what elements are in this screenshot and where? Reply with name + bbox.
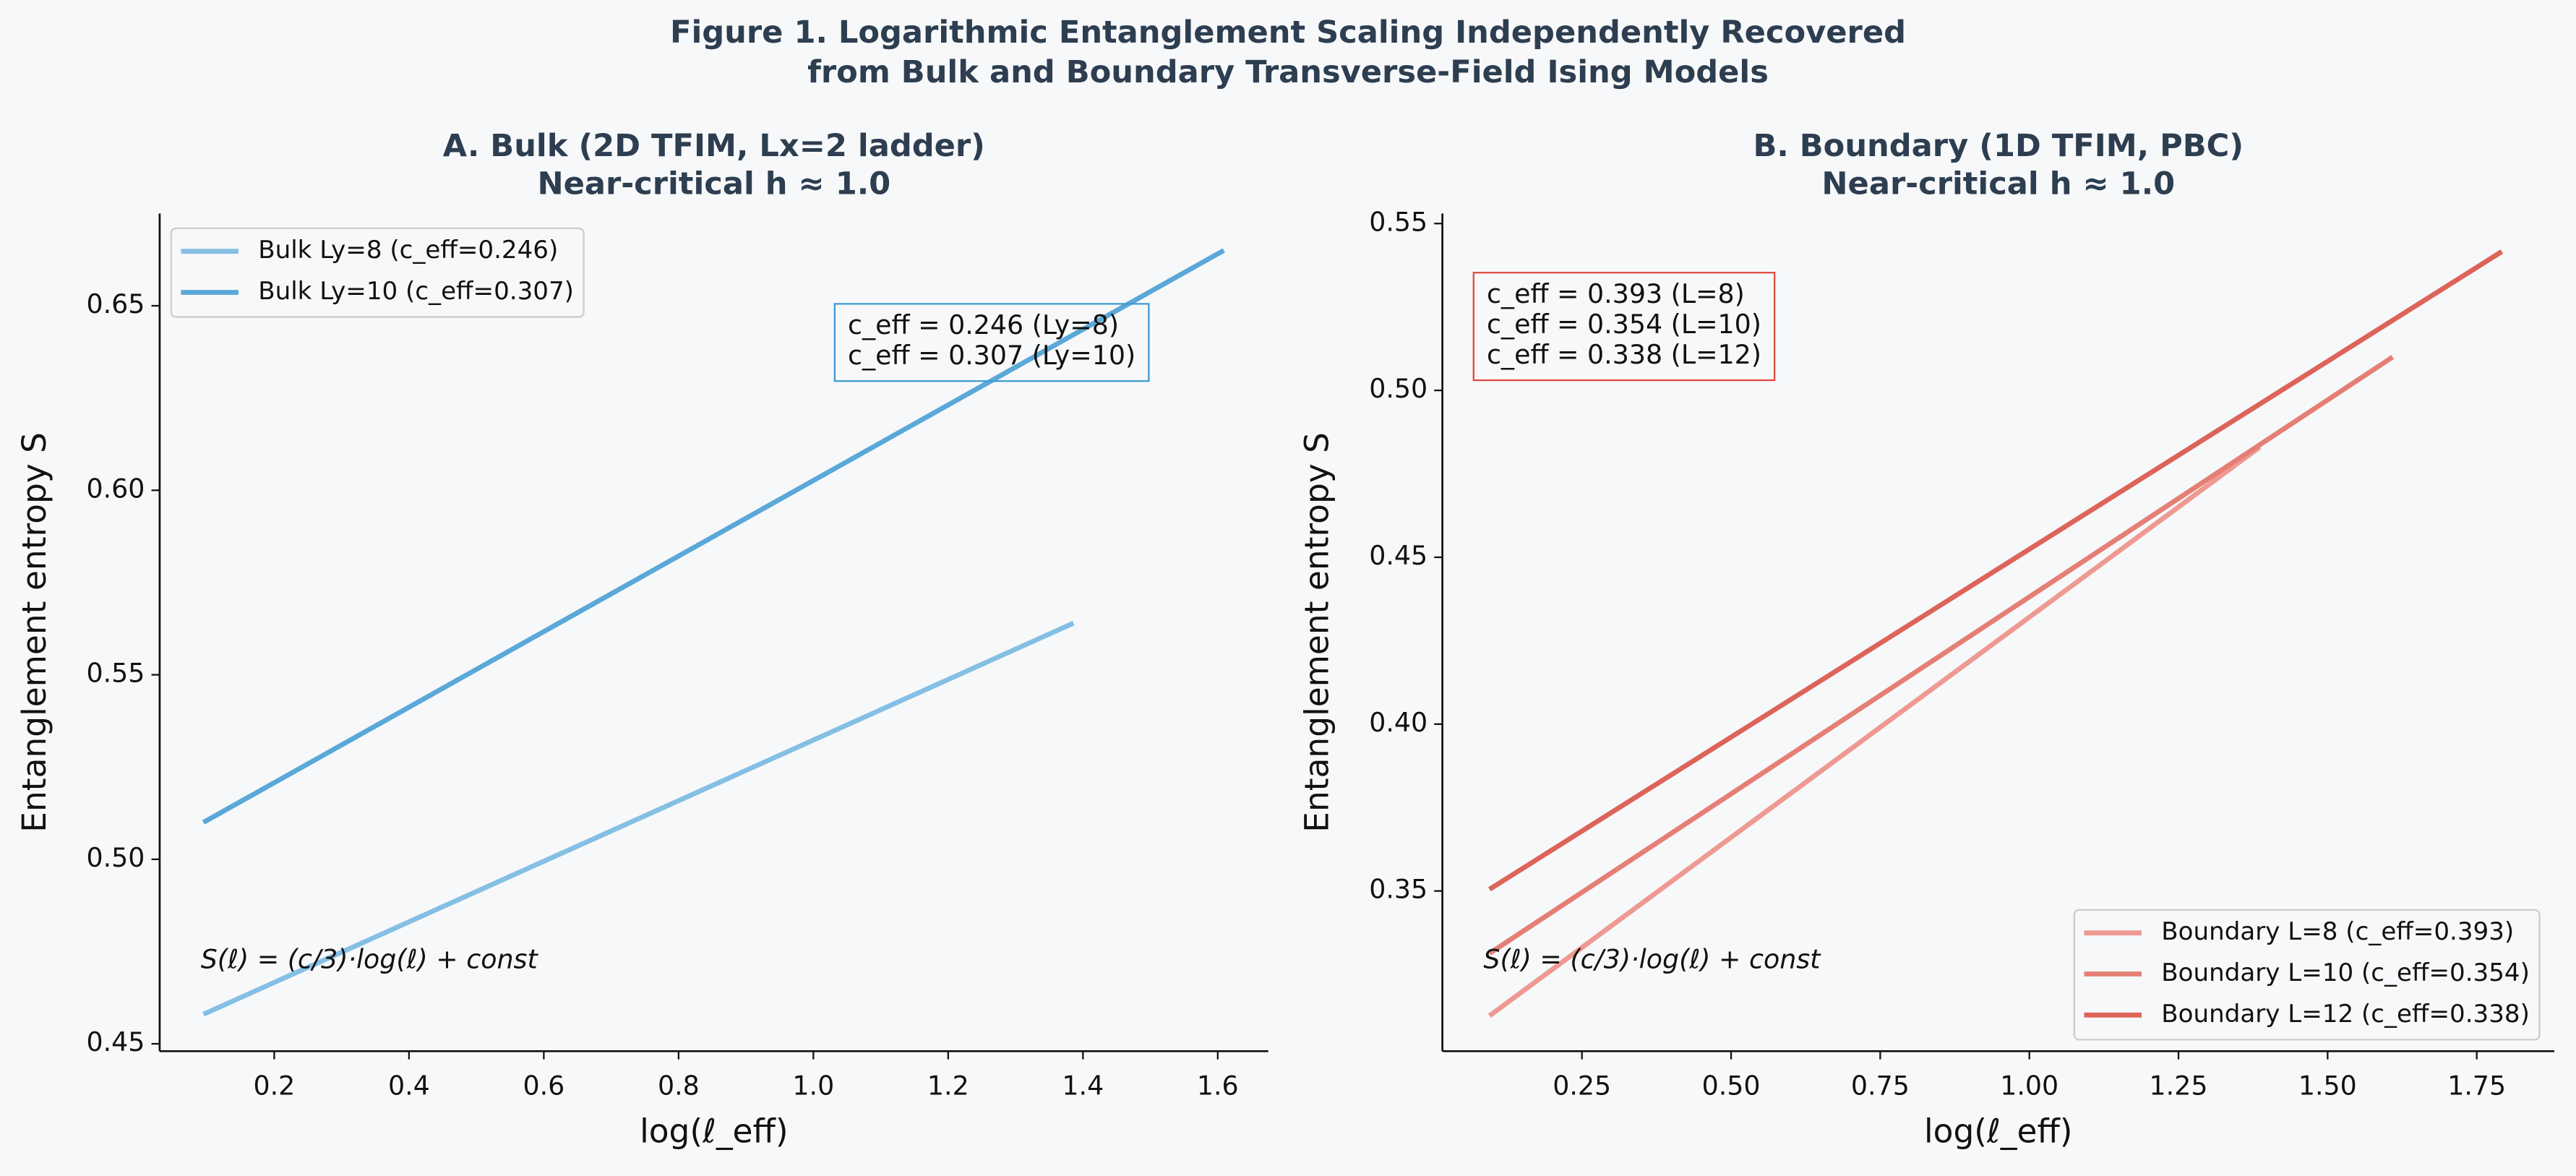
- chart-title: Near-critical h ≈ 1.0: [537, 166, 890, 202]
- chart-title: Near-critical h ≈ 1.0: [1821, 166, 2175, 202]
- y-axis-label: Entanglement entropy S: [1298, 432, 1336, 833]
- x-tick-label: 1.6: [1197, 1070, 1239, 1101]
- formula: S(ℓ) = (c/3)·log(ℓ) + const: [201, 943, 539, 974]
- y-tick-label: 0.55: [87, 658, 145, 689]
- annotation: c_eff = 0.393 (L=8)c_eff = 0.354 (L=10)c…: [1472, 272, 1776, 382]
- annotation-box: [833, 303, 1150, 382]
- annotation-box: [1472, 272, 1776, 382]
- annotation-text: c_eff = 0.393 (L=8): [1487, 278, 1745, 309]
- x-tick-label: 0.25: [1553, 1070, 1611, 1101]
- legend: Bulk Ly=8 (c_eff=0.246) Bulk Ly=10 (c_eff…: [170, 227, 585, 318]
- chart-title: B. Boundary (1D TFIM, PBC): [1753, 128, 2244, 164]
- x-tick-label: 1.0: [792, 1070, 834, 1101]
- x-tick-label: 1.4: [1062, 1070, 1104, 1101]
- annotation: c_eff = 0.246 (Ly=8)c_eff = 0.307 (Ly=10…: [833, 303, 1150, 382]
- annotation-text: c_eff = 0.307 (Ly=10): [848, 340, 1135, 371]
- x-tick-label: 1.2: [927, 1070, 969, 1101]
- formula: S(ℓ) = (c/3)·log(ℓ) + const: [1483, 943, 1821, 974]
- y-tick-label: 0.40: [1369, 707, 1427, 738]
- line-series: [1487, 355, 2395, 956]
- x-tick-label: 1.50: [2298, 1070, 2357, 1101]
- y-tick-label: 0.60: [87, 473, 145, 504]
- y-tick-label: 0.45: [1369, 540, 1427, 571]
- legend-box: [2073, 909, 2541, 1041]
- legend-box: [170, 227, 585, 318]
- figure-title: Figure 1. Logarithmic Entanglement Scali…: [670, 14, 1906, 51]
- annotation-text: c_eff = 0.354 (L=10): [1487, 309, 1761, 340]
- x-tick-label: 0.6: [523, 1070, 564, 1101]
- legend: Boundary L=8 (c_eff=0.393) Boundary L=10 …: [2073, 909, 2541, 1041]
- x-axis-label: log(ℓ_eff): [640, 1112, 788, 1150]
- line-series: [1487, 249, 2504, 892]
- legend-label: Boundary L=10 (c_eff=0.354): [2161, 958, 2530, 987]
- legend-label: Bulk Ly=10 (c_eff=0.307): [258, 277, 574, 306]
- line-series: [1487, 445, 2262, 1018]
- line-series: [202, 620, 1075, 1017]
- y-tick-label: 0.50: [87, 842, 145, 873]
- line-series: [202, 248, 1225, 825]
- chart-title: A. Bulk (2D TFIM, Lx=2 ladder): [443, 128, 985, 164]
- y-axis-label: Entanglement entropy S: [15, 432, 53, 833]
- y-tick-label: 0.65: [87, 288, 145, 319]
- legend-label: Boundary L=12 (c_eff=0.338): [2161, 1000, 2530, 1029]
- x-tick-label: 1.25: [2150, 1070, 2208, 1101]
- x-tick-label: 0.4: [388, 1070, 430, 1101]
- legend-label: Bulk Ly=8 (c_eff=0.246): [258, 236, 558, 265]
- y-tick-label: 0.35: [1369, 874, 1427, 905]
- legend-label: Boundary L=8 (c_eff=0.393): [2161, 917, 2514, 946]
- x-tick-label: 0.50: [1702, 1070, 1761, 1101]
- figure-title: from Bulk and Boundary Transverse-Field …: [807, 54, 1769, 90]
- x-tick-label: 0.8: [658, 1070, 700, 1101]
- x-tick-label: 1.75: [2447, 1070, 2506, 1101]
- x-tick-label: 0.2: [254, 1070, 296, 1101]
- y-tick-label: 0.50: [1369, 373, 1427, 404]
- y-tick-label: 0.55: [1369, 206, 1427, 237]
- x-tick-label: 0.75: [1851, 1070, 1910, 1101]
- x-tick-label: 1.00: [2000, 1070, 2058, 1101]
- y-tick-label: 0.45: [87, 1026, 145, 1057]
- annotation-text: c_eff = 0.338 (L=12): [1487, 339, 1761, 370]
- annotation-text: c_eff = 0.246 (Ly=8): [848, 309, 1119, 340]
- x-axis-label: log(ℓ_eff): [1924, 1112, 2072, 1150]
